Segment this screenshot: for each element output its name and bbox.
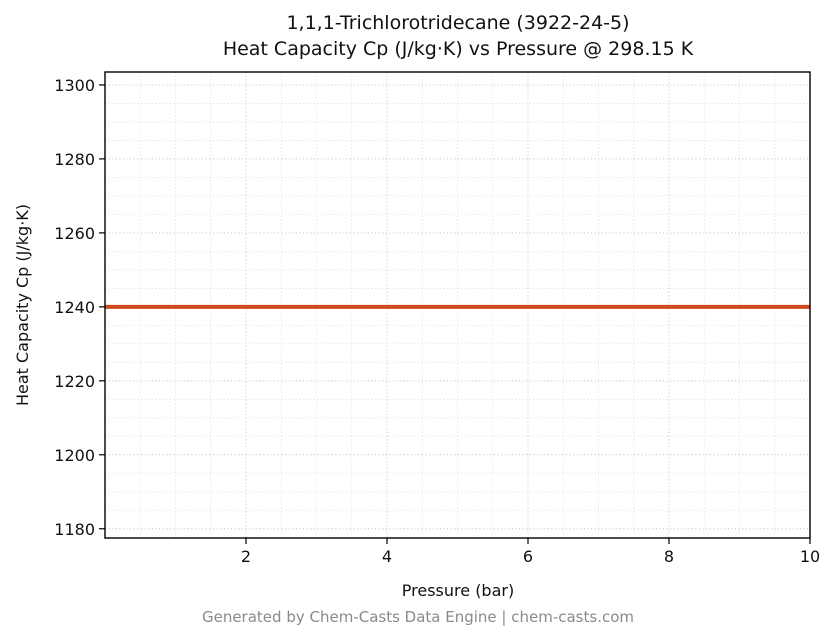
x-axis-label: Pressure (bar) xyxy=(402,581,514,600)
x-tick-label: 8 xyxy=(664,547,674,566)
chart-title-line2: Heat Capacity Cp (J/kg·K) vs Pressure @ … xyxy=(223,38,694,60)
x-tick-label: 10 xyxy=(800,547,820,566)
plot-border xyxy=(104,71,811,539)
y-tick-label: 1200 xyxy=(54,446,95,465)
y-tick-label: 1240 xyxy=(54,298,95,317)
axis-ticks xyxy=(99,84,811,544)
y-tick-label: 1180 xyxy=(54,520,95,539)
y-axis-label: Heat Capacity Cp (J/kg·K) xyxy=(13,204,32,406)
y-tick-label: 1280 xyxy=(54,150,95,169)
x-tick-label: 2 xyxy=(241,547,251,566)
x-tick-label: 6 xyxy=(523,547,533,566)
chart-title-line1: 1,1,1-Trichlorotridecane (3922-24-5) xyxy=(286,12,629,34)
y-tick-label: 1300 xyxy=(54,76,95,95)
x-tick-label: 4 xyxy=(382,547,392,566)
axis-tick-labels: 2 4 6 8 10 1180 1200 1220 1240 1260 1280 1300 xyxy=(54,76,820,566)
y-tick-label: 1220 xyxy=(54,372,95,391)
y-tick-label: 1260 xyxy=(54,224,95,243)
footer-credit: Generated by Chem-Casts Data Engine | ch… xyxy=(202,608,634,626)
